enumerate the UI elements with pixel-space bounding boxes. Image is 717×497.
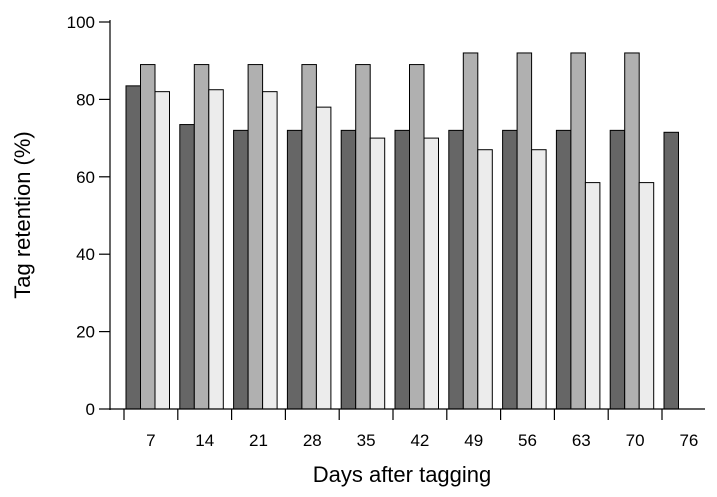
y-tick-label: 0: [86, 400, 95, 419]
x-tick-label: 7: [146, 431, 155, 450]
bar-series2-21: [247, 64, 264, 410]
bar-series3-14: [208, 89, 224, 410]
x-tick-label: 14: [195, 431, 214, 450]
bar-series1-63: [555, 129, 572, 410]
bar-series3-49: [477, 149, 493, 410]
bar-series1-21: [233, 129, 249, 410]
x-tick-label: 56: [518, 431, 537, 450]
bar-series3-63: [584, 182, 601, 410]
bar-series1-56: [502, 129, 518, 410]
bar-series2-70: [624, 52, 640, 410]
x-tick-label: 42: [410, 431, 429, 450]
bar-series1-70: [609, 129, 626, 410]
bar-series3-35: [369, 137, 386, 410]
bar-series3-7: [154, 91, 170, 410]
x-tick-label: 63: [572, 431, 591, 450]
bar-series1-28: [286, 129, 303, 410]
plot-area: 0 20 40 60 80 100 7 14 21 28 35 42 49 56 63 70 76: [67, 13, 705, 450]
bar-series3-28: [315, 106, 332, 410]
bar-series1-7: [125, 85, 141, 410]
bar-series2-28: [301, 64, 317, 410]
bar-series2-7: [140, 64, 156, 410]
bar-series1-49: [448, 129, 464, 410]
bar-series3-42: [423, 137, 439, 410]
x-tick-label: 70: [626, 431, 645, 450]
bar-series1-14: [179, 124, 195, 410]
y-tick-label: 100: [67, 13, 95, 32]
y-tick-label: 40: [76, 245, 95, 264]
x-tick-label: 49: [464, 431, 483, 450]
x-tick-label: 21: [249, 431, 268, 450]
bar-series2-14: [193, 64, 210, 410]
bar-series1-76: [663, 131, 679, 410]
bar-series2-56: [516, 52, 533, 410]
bar-series2-35: [355, 64, 371, 410]
y-tick-label: 60: [76, 168, 95, 187]
y-tick-label: 20: [76, 323, 95, 342]
bar-series2-49: [462, 52, 479, 410]
bar-series1-42: [394, 129, 410, 410]
bar-series3-21: [262, 91, 278, 410]
y-axis-label: Tag retention (%): [10, 131, 35, 299]
bar-series3-56: [531, 149, 547, 410]
x-tick-label: 76: [679, 431, 698, 450]
bar-series1-35: [340, 129, 357, 410]
x-tick-label: 35: [357, 431, 376, 450]
bar-series2-63: [570, 52, 586, 410]
x-axis-label: Days after tagging: [313, 462, 492, 487]
y-tick-label: 80: [76, 90, 95, 109]
bar-series3-70: [638, 182, 655, 410]
x-tick-label: 28: [303, 431, 322, 450]
bar-series2-42: [409, 64, 425, 410]
